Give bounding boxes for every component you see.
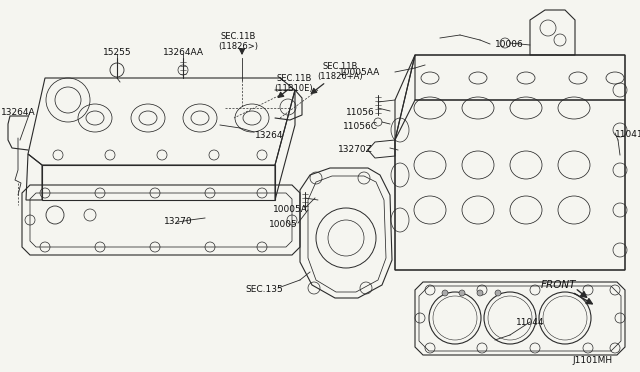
Text: 11056C: 11056C: [342, 122, 378, 131]
Circle shape: [459, 290, 465, 296]
Text: 11044: 11044: [516, 318, 544, 327]
Text: 10005: 10005: [269, 220, 298, 229]
Text: (11B10E): (11B10E): [275, 84, 314, 93]
Text: 15255: 15255: [102, 48, 131, 57]
Text: (11826+A): (11826+A): [317, 72, 363, 81]
Text: (11826>): (11826>): [218, 42, 258, 51]
Circle shape: [477, 290, 483, 296]
Text: 11056: 11056: [346, 108, 374, 117]
Text: 10005AA: 10005AA: [339, 68, 381, 77]
Text: 13270: 13270: [164, 217, 192, 226]
Text: 10005A: 10005A: [273, 205, 307, 214]
Text: 13264A: 13264A: [1, 108, 35, 117]
Circle shape: [442, 290, 448, 296]
Text: J1101MH: J1101MH: [573, 356, 613, 365]
Text: 13270Z: 13270Z: [338, 145, 372, 154]
Text: 13264: 13264: [255, 131, 284, 140]
Text: SEC.135: SEC.135: [245, 285, 283, 294]
Text: SEC.11B: SEC.11B: [323, 62, 358, 71]
Text: SEC.11B: SEC.11B: [220, 32, 256, 41]
Text: SEC.11B: SEC.11B: [276, 74, 312, 83]
Text: 11041: 11041: [615, 130, 640, 139]
Circle shape: [495, 290, 501, 296]
Text: 10006: 10006: [495, 40, 524, 49]
Text: FRONT: FRONT: [540, 280, 576, 290]
Text: 13264AA: 13264AA: [163, 48, 204, 57]
